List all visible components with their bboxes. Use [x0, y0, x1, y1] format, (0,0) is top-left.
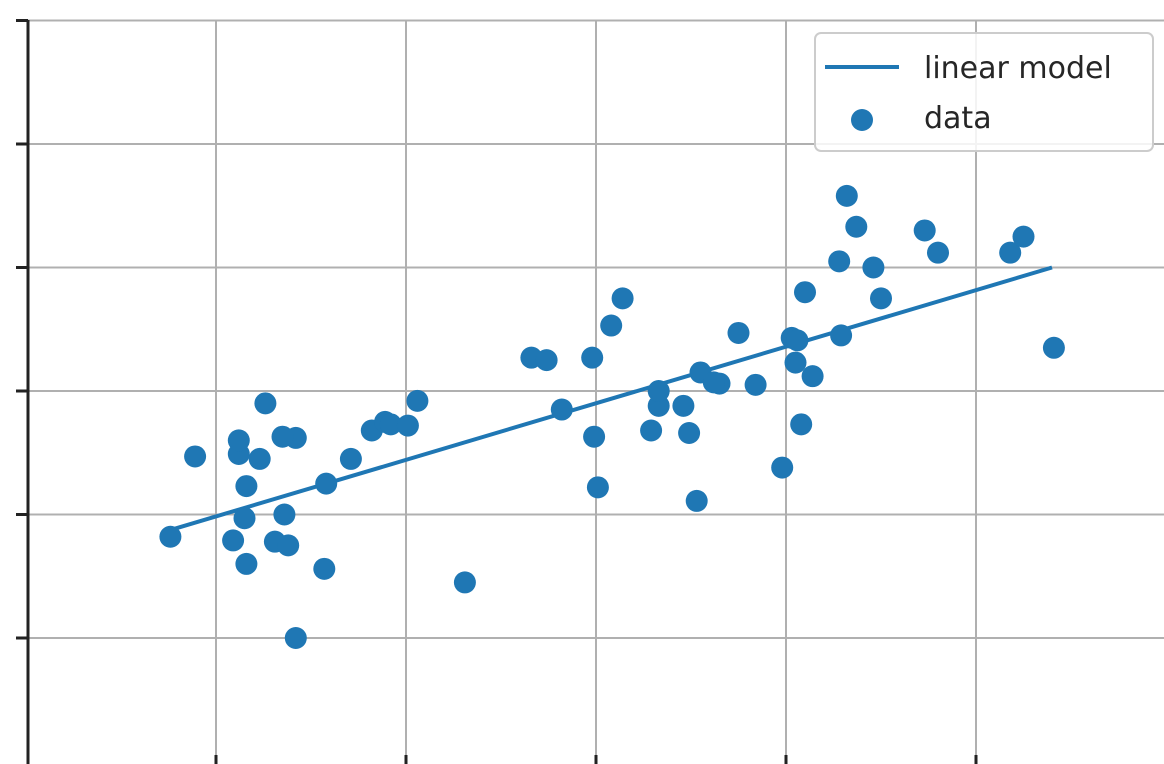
data-point — [611, 287, 634, 310]
data-point — [1012, 225, 1035, 248]
data-point — [586, 476, 609, 499]
data-point — [672, 394, 695, 417]
data-point — [159, 525, 182, 548]
data-point — [790, 413, 813, 436]
data-point — [727, 321, 750, 344]
data-point — [1042, 336, 1065, 359]
legend-dot-swatch — [851, 109, 873, 131]
axis-ticks — [16, 19, 978, 764]
data-point — [583, 425, 606, 448]
data-point — [640, 419, 663, 442]
data-point — [273, 503, 296, 526]
data-point — [702, 371, 725, 394]
data-point — [913, 219, 936, 242]
data-point — [862, 256, 885, 279]
data-point — [845, 215, 868, 238]
legend-label-linear-model: linear model — [924, 51, 1112, 86]
data-points — [159, 184, 1065, 649]
data-point — [550, 398, 573, 421]
data-point — [315, 472, 338, 495]
data-point — [235, 552, 258, 575]
data-point — [678, 421, 701, 444]
data-point — [313, 557, 336, 580]
legend: linear model data — [814, 32, 1154, 152]
data-point — [794, 281, 816, 304]
data-point — [184, 445, 207, 468]
data-point — [771, 456, 794, 479]
data-point — [786, 329, 809, 352]
data-point — [284, 627, 307, 649]
data-point — [453, 571, 476, 594]
data-point — [647, 380, 670, 402]
data-point — [835, 184, 858, 207]
data-point — [271, 425, 294, 448]
legend-box — [814, 32, 1154, 152]
data-point — [254, 392, 277, 415]
data-point — [396, 414, 419, 437]
data-point — [828, 250, 851, 273]
data-point — [784, 351, 807, 374]
data-point — [406, 389, 429, 412]
data-point — [248, 447, 271, 470]
data-point — [685, 489, 708, 512]
data-point — [830, 324, 853, 347]
data-point — [801, 365, 824, 388]
linear-model-line — [167, 265, 1053, 533]
data-point — [927, 241, 949, 264]
legend-label-data: data — [924, 101, 992, 136]
data-point — [744, 373, 767, 396]
data-point — [600, 314, 623, 337]
data-point — [379, 413, 402, 436]
data-point — [222, 529, 245, 552]
data-point — [581, 346, 604, 369]
data-point — [233, 507, 256, 530]
data-point — [277, 534, 300, 557]
data-point — [339, 447, 362, 470]
data-point — [235, 475, 258, 498]
data-point — [999, 241, 1022, 264]
data-point — [870, 287, 892, 310]
data-point — [227, 429, 250, 452]
data-point — [535, 349, 558, 372]
